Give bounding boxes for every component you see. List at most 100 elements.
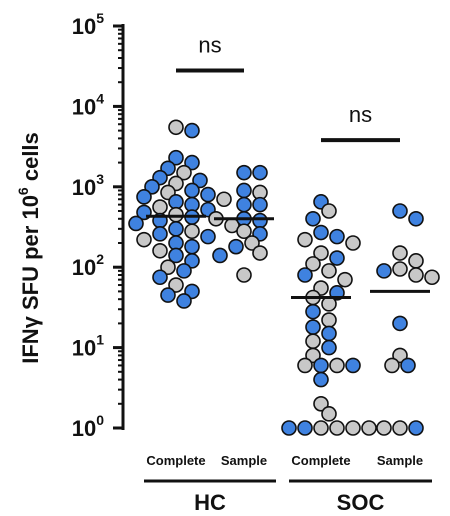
data-point [305, 347, 321, 364]
y-tick-label: 105 [72, 10, 104, 39]
data-point [408, 253, 424, 269]
y-tick-label: 103 [72, 171, 104, 200]
data-point [305, 256, 321, 272]
data-point [236, 223, 252, 240]
data-point [184, 182, 200, 199]
x-category-label: Sample [377, 453, 423, 468]
data-point [168, 221, 184, 237]
data-point [400, 357, 416, 374]
data-point [184, 253, 200, 269]
data-point [321, 325, 337, 342]
data-point [345, 420, 361, 436]
data-point [392, 245, 408, 261]
group-label: SOC [337, 490, 385, 515]
data-point [297, 357, 313, 374]
x-category-label: Sample [221, 453, 267, 468]
data-point [313, 395, 329, 412]
data-point [345, 357, 361, 374]
data-point [252, 164, 268, 181]
data-point [184, 154, 200, 171]
data-point [176, 263, 192, 279]
data-point [252, 212, 268, 229]
data-point [329, 357, 345, 374]
data-point [305, 303, 321, 320]
y-axis [113, 24, 125, 430]
data-point [236, 196, 252, 213]
significance-annotations: ns ns [176, 32, 400, 143]
data-point [168, 119, 184, 136]
data-point [408, 267, 424, 283]
data-point [168, 206, 184, 223]
data-point [200, 228, 216, 245]
data-point [236, 267, 252, 283]
data-point [168, 149, 184, 166]
data-point [160, 259, 176, 276]
data-point [176, 164, 192, 181]
data-point [281, 420, 297, 436]
data-point [152, 199, 168, 215]
data-point [329, 228, 345, 245]
data-point [392, 203, 408, 219]
data-point [297, 267, 313, 283]
data-point [337, 271, 353, 288]
y-tick-label: 102 [72, 251, 104, 280]
x-category-label: Complete [146, 453, 205, 468]
data-points [128, 119, 440, 436]
data-point [192, 172, 208, 189]
data-point [392, 420, 408, 436]
group-label: HC [194, 490, 226, 515]
y-tick-label: 101 [72, 332, 104, 361]
data-point [321, 339, 337, 356]
data-point [228, 238, 244, 255]
data-point [152, 226, 168, 242]
y-tick-labels: 100 101 102 103 104 105 [72, 10, 104, 441]
data-point [252, 245, 268, 261]
x-category-labels: Complete Sample Complete Sample [146, 453, 423, 468]
data-point [184, 238, 200, 255]
group-labels: HC SOC [144, 479, 432, 515]
y-tick-label: 100 [72, 412, 104, 441]
x-category-label: Complete [291, 453, 350, 468]
data-point [184, 122, 200, 139]
data-point [305, 210, 321, 227]
data-point [297, 231, 313, 248]
data-point [376, 420, 392, 436]
median-lines [146, 214, 430, 299]
data-point [329, 250, 345, 266]
data-point [329, 420, 345, 436]
data-point [236, 164, 252, 181]
data-point [252, 196, 268, 213]
data-point [313, 245, 329, 261]
significance-label: ns [198, 32, 221, 57]
data-point [244, 235, 260, 251]
data-point [297, 420, 313, 436]
data-point [384, 357, 400, 374]
data-point [212, 247, 228, 264]
data-point [408, 210, 424, 227]
data-point [392, 347, 408, 364]
data-point [392, 261, 408, 277]
data-point [345, 235, 361, 251]
data-point [136, 231, 152, 248]
data-point [313, 420, 329, 436]
data-point [321, 203, 337, 219]
data-point [168, 277, 184, 293]
data-point [200, 186, 216, 203]
y-axis-label: IFNγ SFU per 106 cells [15, 132, 43, 364]
data-point [160, 287, 176, 303]
data-point [321, 406, 337, 422]
data-point [313, 357, 329, 374]
data-point [236, 182, 252, 199]
data-point [152, 269, 168, 286]
data-point [408, 420, 424, 436]
data-point [424, 269, 440, 286]
data-point [313, 371, 329, 388]
data-point [376, 263, 392, 279]
data-point [136, 189, 152, 205]
data-point [176, 293, 192, 309]
data-point [216, 191, 232, 208]
data-point [144, 179, 160, 195]
data-point [128, 215, 144, 232]
data-point [305, 333, 321, 350]
